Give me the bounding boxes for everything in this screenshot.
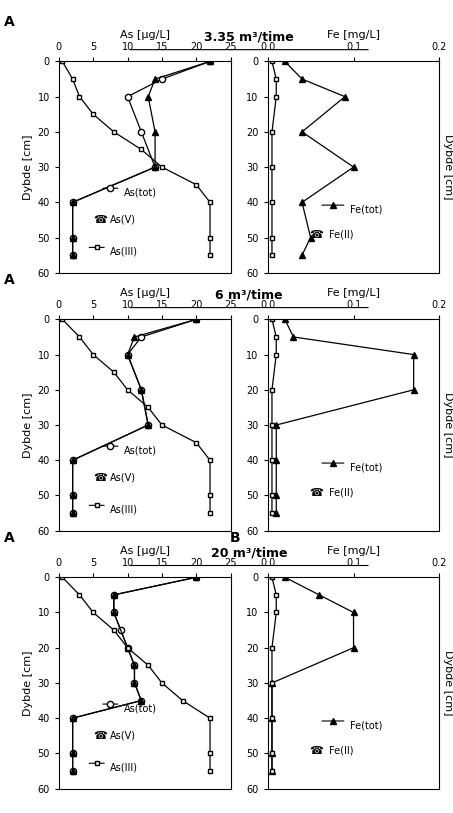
Text: As(III): As(III) — [111, 505, 139, 515]
Text: As(tot): As(tot) — [124, 446, 157, 455]
X-axis label: As [µg/L]: As [µg/L] — [120, 546, 170, 556]
Text: ☎: ☎ — [93, 473, 107, 483]
Y-axis label: Dybde [cm]: Dybde [cm] — [23, 392, 34, 458]
X-axis label: Fe [mg/L]: Fe [mg/L] — [327, 546, 380, 556]
Text: As(tot): As(tot) — [124, 188, 157, 198]
Text: 6 m³/time: 6 m³/time — [215, 288, 283, 301]
Y-axis label: Dybde [cm]: Dybde [cm] — [443, 392, 453, 458]
Text: 3.35 m³/time: 3.35 m³/time — [204, 30, 294, 43]
Text: As(V): As(V) — [111, 731, 136, 741]
Text: B: B — [230, 531, 241, 545]
Text: ☎: ☎ — [309, 746, 323, 755]
Text: ☎: ☎ — [309, 488, 323, 498]
X-axis label: Fe [mg/L]: Fe [mg/L] — [327, 30, 380, 40]
Text: Fe(tot): Fe(tot) — [350, 463, 382, 472]
Text: Fe(II): Fe(II) — [329, 230, 354, 240]
Text: ☎: ☎ — [93, 215, 107, 225]
Y-axis label: Dybde [cm]: Dybde [cm] — [443, 134, 453, 200]
Text: As(V): As(V) — [111, 215, 136, 225]
Text: A: A — [4, 273, 14, 287]
Text: Fe(tot): Fe(tot) — [350, 204, 382, 215]
Text: A: A — [4, 15, 14, 29]
Text: Fe(II): Fe(II) — [329, 746, 354, 755]
Y-axis label: Dybde [cm]: Dybde [cm] — [23, 134, 34, 200]
Text: As(tot): As(tot) — [124, 703, 157, 713]
Y-axis label: Dybde [cm]: Dybde [cm] — [23, 650, 34, 715]
Text: As(V): As(V) — [111, 473, 136, 483]
Text: Fe(II): Fe(II) — [329, 488, 354, 498]
Text: Fe(tot): Fe(tot) — [350, 720, 382, 730]
Text: ☎: ☎ — [309, 230, 323, 240]
Text: A: A — [4, 531, 14, 545]
X-axis label: Fe [mg/L]: Fe [mg/L] — [327, 288, 380, 298]
Text: As(III): As(III) — [111, 246, 139, 257]
Text: As(III): As(III) — [111, 763, 139, 772]
Text: ☎: ☎ — [93, 731, 107, 741]
Text: 20 m³/time: 20 m³/time — [211, 546, 287, 559]
X-axis label: As [µg/L]: As [µg/L] — [120, 288, 170, 298]
Y-axis label: Dybde [cm]: Dybde [cm] — [443, 650, 453, 715]
X-axis label: As [µg/L]: As [µg/L] — [120, 30, 170, 40]
